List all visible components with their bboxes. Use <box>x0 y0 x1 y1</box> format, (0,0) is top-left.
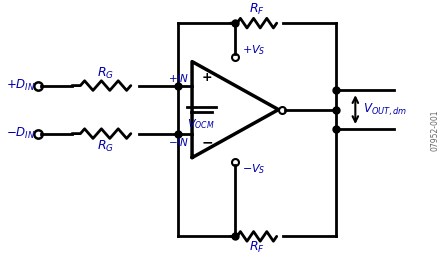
Text: $R_G$: $R_G$ <box>97 66 114 81</box>
Text: $-V_S$: $-V_S$ <box>242 162 266 176</box>
Text: $R_G$: $R_G$ <box>97 138 114 154</box>
Text: $+V_S$: $+V_S$ <box>242 43 266 57</box>
Text: $R_F$: $R_F$ <box>249 240 265 255</box>
Text: $V_{OCM}$: $V_{OCM}$ <box>187 117 215 131</box>
Text: $V_{OUT, dm}$: $V_{OUT, dm}$ <box>363 101 408 118</box>
Text: −: − <box>202 135 213 150</box>
Text: $R_F$: $R_F$ <box>249 2 265 17</box>
Text: $+IN$: $+IN$ <box>168 72 189 84</box>
Text: $+D_{IN}$: $+D_{IN}$ <box>6 78 35 93</box>
Text: $-IN$: $-IN$ <box>168 135 189 148</box>
Text: 07952-001: 07952-001 <box>431 110 439 151</box>
Text: $-D_{IN}$: $-D_{IN}$ <box>6 126 35 141</box>
Text: +: + <box>202 71 212 84</box>
